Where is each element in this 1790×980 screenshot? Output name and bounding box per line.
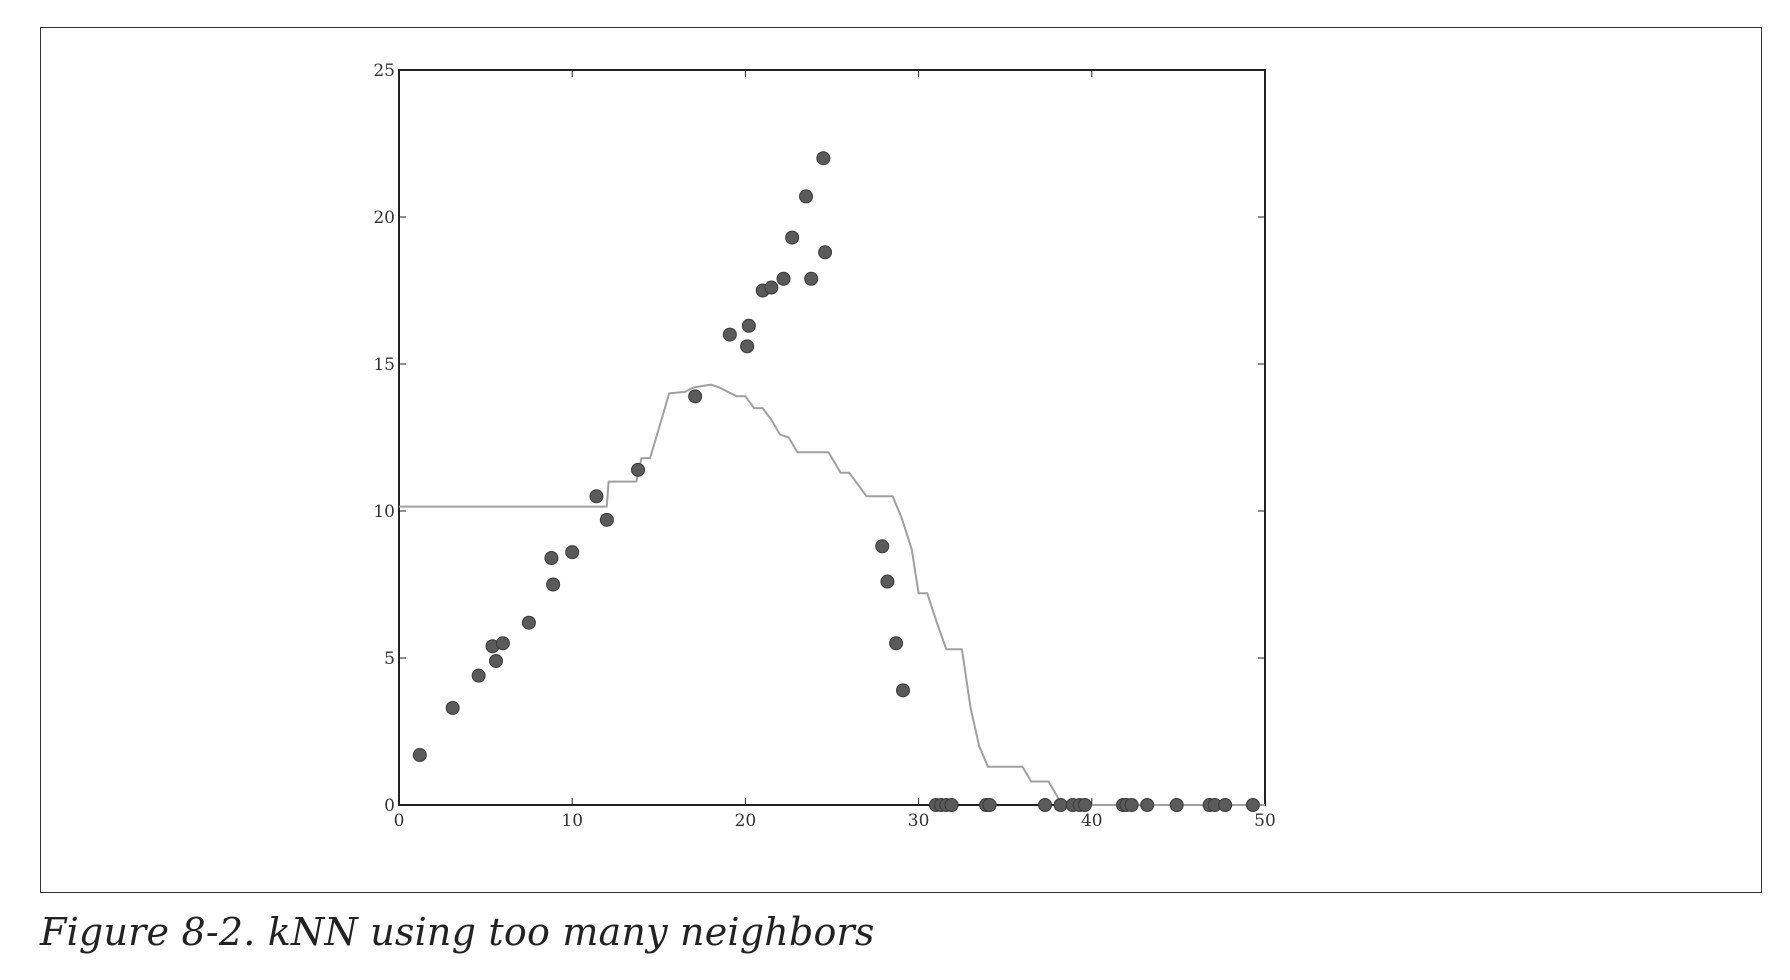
knn-chart: 0 10 20 30 40 50 0 5 10 15 20 25 bbox=[41, 28, 1761, 892]
data-point bbox=[1170, 799, 1183, 812]
data-point bbox=[805, 272, 818, 285]
data-point bbox=[765, 281, 778, 294]
x-tick-label: 40 bbox=[1081, 811, 1103, 831]
data-point bbox=[741, 340, 754, 353]
y-tick-label: 5 bbox=[384, 649, 395, 669]
data-point bbox=[890, 637, 903, 650]
data-point bbox=[566, 546, 579, 559]
data-point bbox=[1125, 799, 1138, 812]
x-tick-label: 50 bbox=[1254, 811, 1276, 831]
data-point bbox=[897, 684, 910, 697]
data-point bbox=[446, 701, 459, 714]
data-point bbox=[800, 190, 813, 203]
data-point bbox=[1141, 799, 1154, 812]
data-point bbox=[1078, 799, 1091, 812]
data-point bbox=[522, 616, 535, 629]
data-point bbox=[881, 575, 894, 588]
data-point bbox=[945, 799, 958, 812]
data-point bbox=[1054, 799, 1067, 812]
x-tick-label: 10 bbox=[561, 811, 583, 831]
data-point bbox=[545, 552, 558, 565]
figure-frame: 0 10 20 30 40 50 0 5 10 15 20 25 bbox=[40, 27, 1762, 893]
y-tick-label: 25 bbox=[373, 61, 395, 81]
data-point bbox=[777, 272, 790, 285]
data-point bbox=[817, 152, 830, 165]
data-point bbox=[786, 231, 799, 244]
plot-axes-box bbox=[399, 70, 1265, 805]
data-point bbox=[472, 669, 485, 682]
data-point bbox=[547, 578, 560, 591]
data-point bbox=[1039, 799, 1052, 812]
data-point bbox=[819, 246, 832, 259]
data-point bbox=[689, 390, 702, 403]
x-tick-label: 20 bbox=[735, 811, 757, 831]
knn-prediction-line bbox=[399, 385, 1265, 805]
plot-layer: 0 10 20 30 40 50 0 5 10 15 20 25 bbox=[373, 61, 1275, 831]
data-point bbox=[489, 654, 502, 667]
data-point bbox=[876, 540, 889, 553]
data-point bbox=[600, 513, 613, 526]
data-point bbox=[590, 490, 603, 503]
data-point bbox=[496, 637, 509, 650]
y-tick-label: 20 bbox=[373, 208, 395, 228]
y-tick-label: 10 bbox=[373, 502, 395, 522]
data-point bbox=[632, 463, 645, 476]
data-point bbox=[742, 319, 755, 332]
data-point bbox=[1246, 799, 1259, 812]
data-point bbox=[413, 749, 426, 762]
data-point bbox=[983, 799, 996, 812]
data-point bbox=[1219, 799, 1232, 812]
figure-caption: Figure 8-2. kNN using too many neighbors bbox=[40, 910, 875, 954]
x-tick-label: 0 bbox=[394, 811, 405, 831]
data-point bbox=[723, 328, 736, 341]
y-tick-label: 15 bbox=[373, 355, 395, 375]
y-tick-label: 0 bbox=[384, 796, 395, 816]
x-tick-label: 30 bbox=[908, 811, 930, 831]
